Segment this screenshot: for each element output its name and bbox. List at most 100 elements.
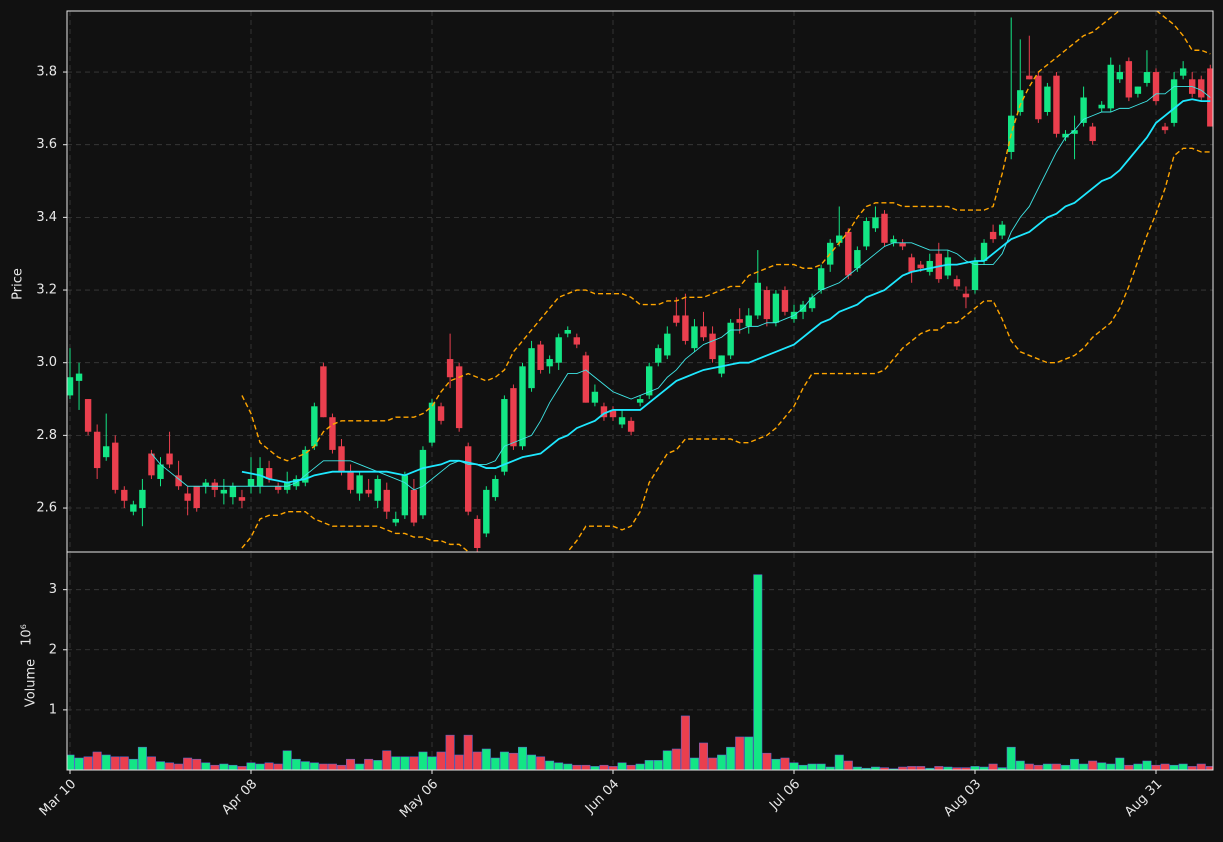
candle-body [1143, 72, 1151, 83]
candle-body [175, 475, 182, 487]
volume-bar [717, 754, 727, 770]
candle-body [446, 359, 454, 378]
candle-body [1198, 79, 1205, 98]
volume-bar [1133, 763, 1143, 770]
volume-bar [581, 764, 591, 770]
candle-body [1125, 61, 1133, 98]
candle-body [736, 319, 743, 323]
volume-bar [1160, 763, 1170, 770]
volume-panel [67, 574, 1213, 770]
grid [67, 11, 1213, 770]
x-tick-label: May 06 [397, 777, 441, 821]
candle-body [1161, 126, 1169, 131]
candle-body [329, 417, 336, 450]
candle-body [274, 486, 282, 490]
candle-body [980, 242, 988, 261]
volume-bar [1079, 763, 1089, 770]
volume-bar [490, 757, 500, 770]
candle-body [202, 482, 209, 487]
candle-body [184, 493, 191, 501]
candle-body [1035, 75, 1042, 120]
candle-body [121, 489, 128, 501]
candle-body [67, 377, 74, 396]
volume-bar [210, 764, 220, 770]
volume-bar [1124, 764, 1134, 770]
volume-bar [318, 763, 328, 770]
volume-bar [291, 758, 301, 770]
candle-body [1107, 64, 1114, 109]
candle-body [582, 355, 590, 403]
volume-bar [463, 734, 473, 770]
volume-bar [653, 760, 663, 770]
volume-bar [1070, 758, 1080, 770]
candle-body [1044, 86, 1051, 113]
candle-body [845, 231, 852, 276]
volume-bar [1196, 763, 1206, 770]
volume-bar [165, 762, 175, 770]
volume-bar [192, 758, 202, 770]
volume-bar [246, 762, 256, 770]
candle-body [1152, 72, 1160, 102]
volume-bar [644, 760, 654, 770]
candle-body [130, 504, 137, 512]
y-tick-label: 2.8 [36, 428, 57, 443]
candle-body [238, 497, 246, 501]
volume-bar [617, 762, 627, 770]
candle-body [600, 406, 608, 418]
volume-bar [174, 763, 184, 770]
volume-bar [662, 750, 672, 770]
volume-bar [1097, 762, 1107, 770]
candle-body [1026, 75, 1033, 80]
volume-bar [183, 757, 193, 770]
volume-bar [472, 751, 482, 770]
candle-body [863, 221, 870, 247]
volume-bar [744, 736, 754, 770]
candle-body [1071, 130, 1078, 134]
indicator-line [151, 86, 1211, 491]
volume-bar [590, 766, 600, 770]
volume-bar [536, 756, 546, 770]
candle-body [763, 290, 771, 320]
x-tick-label: Apr 08 [219, 777, 260, 818]
volume-bar [1051, 763, 1061, 770]
candle-body [193, 486, 200, 509]
candle-body [247, 478, 255, 487]
candle-body [537, 344, 544, 370]
y-axis-label: Price [11, 268, 26, 300]
candle-body [691, 326, 698, 349]
x-tick-label: Mar 10 [37, 777, 80, 820]
volume-bar [418, 751, 428, 770]
candle-body [437, 406, 445, 421]
candle-body [492, 478, 499, 498]
volume-tick-label: 3 [49, 582, 57, 597]
candle-body [727, 322, 734, 356]
candle-body [510, 388, 517, 447]
volume-bar [816, 763, 826, 770]
volume-bar [608, 766, 618, 770]
volume-bar [300, 761, 310, 770]
candle-body [700, 326, 707, 338]
candle-body [220, 489, 228, 494]
candle-body [564, 330, 571, 334]
candle-body [1017, 90, 1024, 113]
y-tick-label: 3.8 [36, 65, 57, 80]
x-tick-label: Aug 31 [1122, 777, 1165, 820]
candle-body [836, 235, 843, 243]
volume-bar [997, 767, 1007, 770]
candle-body [383, 489, 390, 512]
candle-body [410, 489, 418, 523]
candle-body [392, 518, 399, 523]
volume-bar [789, 762, 799, 770]
volume-bar [699, 742, 708, 770]
candle-body [1170, 79, 1178, 123]
candle-body [374, 478, 381, 501]
volume-bar [409, 756, 419, 770]
volume-bar [689, 757, 699, 770]
volume-bar [346, 758, 356, 770]
volume-bar [400, 756, 410, 770]
volume-bar [264, 762, 274, 770]
candle-body [555, 337, 562, 363]
candle-body [455, 366, 463, 429]
candle-body [347, 471, 354, 490]
